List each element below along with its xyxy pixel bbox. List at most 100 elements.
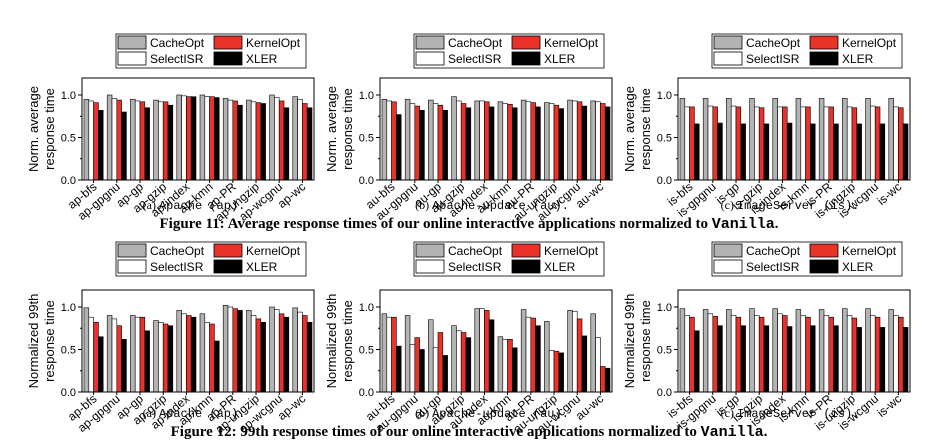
- bar-kernelopt: [530, 317, 536, 393]
- sub-caption-name: ImageServer (is).: [737, 407, 859, 421]
- bar-selectisr: [432, 103, 439, 181]
- legend: CacheOpt KernelOpt SelectISR XLER: [711, 241, 903, 277]
- bar-cacheopt: [865, 308, 871, 393]
- sub-caption: (a) Apache (ap).: [143, 198, 246, 213]
- bar-kernelopt: [576, 318, 583, 393]
- bar-xler: [190, 316, 197, 393]
- legend-swatch-kernelopt: [511, 35, 541, 50]
- bar-cacheopt: [153, 99, 159, 181]
- x-tick-label: is-wc: [874, 392, 904, 420]
- bar-kernelopt: [805, 106, 811, 181]
- bar-cacheopt: [106, 94, 113, 181]
- bar-kernelopt: [898, 316, 904, 393]
- bar-xler: [535, 325, 541, 393]
- sub-caption-name: Apache (ap).: [159, 407, 245, 421]
- bar-cacheopt: [726, 98, 732, 181]
- bar-kernelopt: [139, 101, 146, 181]
- legend-swatch-cacheopt: [415, 243, 445, 258]
- legend-label-selectisr: SelectISR: [746, 52, 800, 66]
- bar-cacheopt: [428, 319, 434, 393]
- bar-kernelopt: [116, 99, 122, 181]
- chart-fig11b: Norm. average response time0.00.51.0au-bf…: [324, 33, 613, 224]
- legend-label-selectisr: SelectISR: [746, 260, 800, 274]
- bar-xler: [488, 319, 495, 393]
- bar-selectisr: [707, 105, 714, 181]
- bar-cacheopt: [176, 310, 182, 393]
- bar-kernelopt: [278, 100, 285, 181]
- y-tick-label: 0.5: [657, 133, 672, 145]
- bar-cacheopt: [404, 315, 411, 393]
- bar-kernelopt: [828, 316, 834, 393]
- sub-caption-letter: (c): [721, 198, 737, 212]
- bar-kernelopt: [278, 313, 285, 393]
- figure-12-end: .: [763, 424, 768, 440]
- bar-cacheopt: [795, 98, 802, 181]
- bar-selectisr: [479, 308, 485, 393]
- figure-11-end: .: [774, 216, 779, 232]
- legend: CacheOpt KernelOpt SelectISR XLER: [413, 241, 605, 277]
- legend-swatch-kernelopt: [213, 243, 243, 258]
- bar-kernelopt: [828, 106, 834, 181]
- bar-cacheopt: [702, 98, 709, 181]
- legend-label-cacheopt: CacheOpt: [150, 36, 205, 50]
- bar-kernelopt: [735, 316, 742, 393]
- bar-selectisr: [777, 313, 783, 393]
- bar-xler: [237, 104, 243, 181]
- bar-xler: [786, 326, 793, 393]
- bar-selectisr: [181, 313, 187, 393]
- bar-selectisr: [88, 100, 94, 181]
- bar-cacheopt: [772, 308, 778, 393]
- y-axis-label: response time: [42, 88, 57, 170]
- y-axis-label: response time: [42, 300, 57, 382]
- legend-label-cacheopt: CacheOpt: [150, 244, 205, 258]
- bar-xler: [214, 340, 220, 393]
- bar-kernelopt: [93, 102, 99, 181]
- bar-xler: [121, 111, 127, 181]
- bar-kernelopt: [186, 315, 192, 393]
- bar-selectisr: [250, 315, 257, 393]
- legend-frame: [413, 241, 605, 277]
- y-axis-label: Norm. average: [324, 86, 339, 172]
- bar-cacheopt: [381, 313, 388, 393]
- bar-cacheopt: [795, 309, 802, 393]
- bar-cacheopt: [176, 94, 182, 181]
- legend-swatch-cacheopt: [117, 35, 147, 50]
- bar-xler: [512, 347, 518, 393]
- bar-kernelopt: [93, 321, 99, 393]
- legend-swatch-xler: [809, 259, 839, 274]
- bar-cacheopt: [865, 98, 871, 181]
- y-axis-label: response time: [340, 88, 355, 170]
- plot-frame: [379, 77, 613, 181]
- bar-kernelopt: [507, 338, 513, 393]
- bar-kernelopt: [116, 325, 122, 393]
- sub-caption-letter: (a): [143, 406, 159, 420]
- bar-cacheopt: [404, 98, 411, 181]
- bar-cacheopt: [842, 308, 848, 393]
- legend-swatch-xler: [511, 51, 541, 66]
- bar-selectisr: [134, 100, 141, 181]
- bar-cacheopt: [520, 309, 527, 393]
- bar-selectisr: [846, 106, 853, 181]
- legend-label-xler: XLER: [246, 52, 278, 66]
- bar-cacheopt: [888, 309, 894, 393]
- bar-kernelopt: [139, 316, 146, 393]
- bar-xler: [167, 325, 174, 393]
- y-tick-label: 1.0: [359, 302, 374, 314]
- bar-cacheopt: [544, 102, 550, 181]
- bar-selectisr: [572, 100, 578, 181]
- plot-frame: [677, 77, 911, 181]
- bar-cacheopt: [83, 98, 90, 181]
- bar-cacheopt: [567, 99, 573, 181]
- bar-kernelopt: [209, 96, 215, 181]
- bar-kernelopt: [302, 315, 308, 393]
- legend-label-xler: XLER: [842, 260, 874, 274]
- bar-cacheopt: [590, 313, 596, 393]
- legend-label-cacheopt: CacheOpt: [448, 36, 503, 50]
- bar-selectisr: [893, 106, 899, 181]
- bar-xler: [260, 321, 266, 393]
- bar-cacheopt: [130, 98, 136, 181]
- bar-cacheopt: [381, 98, 388, 181]
- bar-cacheopt: [292, 307, 298, 393]
- bar-kernelopt: [186, 96, 192, 181]
- bar-xler: [604, 106, 611, 181]
